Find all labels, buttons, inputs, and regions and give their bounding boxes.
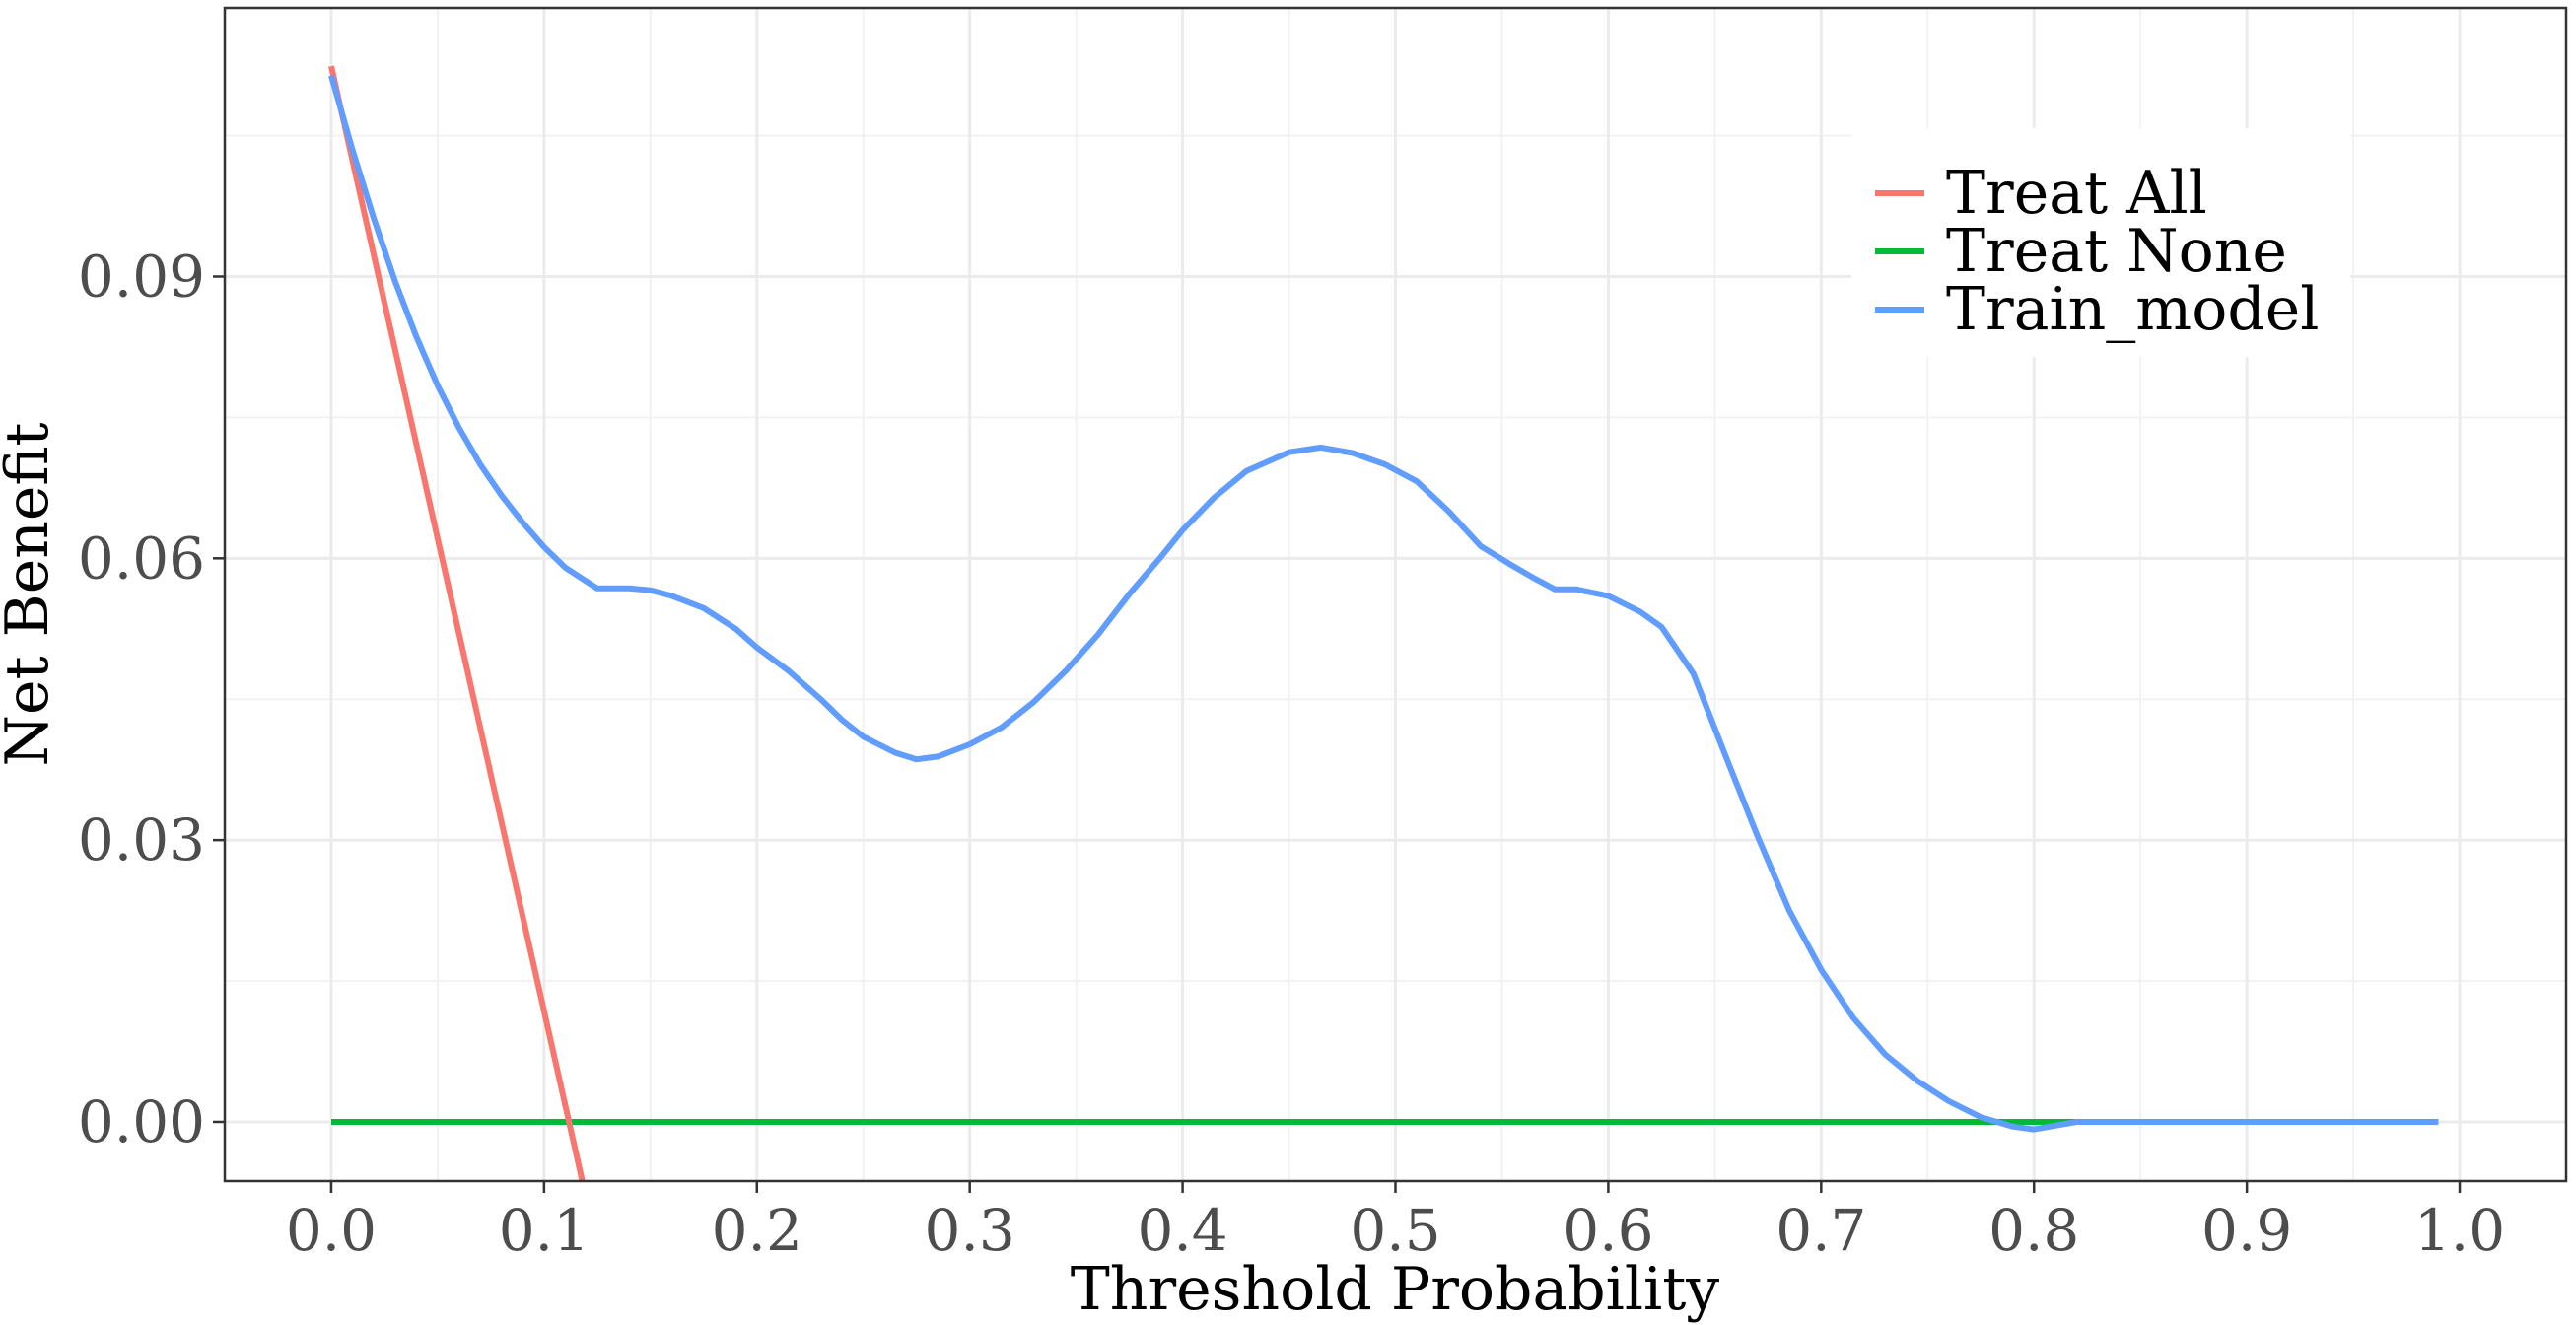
x-tick-label: 0.8: [1988, 1197, 2079, 1264]
y-axis-title: Net Benefit: [0, 422, 62, 766]
legend-label-treat-none: Treat None: [1946, 217, 2287, 286]
x-tick-label: 0.5: [1350, 1197, 1440, 1264]
x-tick-label: 0.7: [1775, 1197, 1866, 1264]
y-axis: 0.00 0.03 0.06 0.09: [78, 243, 225, 1155]
y-tick-label: 0.00: [78, 1088, 205, 1155]
y-tick-label: 0.03: [78, 806, 205, 873]
y-tick-label: 0.09: [78, 243, 205, 310]
x-tick-label: 0.0: [286, 1197, 377, 1264]
y-tick-label: 0.06: [78, 524, 205, 592]
x-tick-label: 0.3: [925, 1197, 1015, 1264]
x-tick-label: 0.6: [1563, 1197, 1653, 1264]
series-line-train-model: [328, 74, 2439, 1133]
x-tick-label: 0.1: [499, 1197, 590, 1264]
legend-label-treat-all: Treat All: [1946, 159, 2207, 228]
x-tick-label: 0.2: [712, 1197, 802, 1264]
series-lines: [328, 65, 2439, 1181]
x-tick-label: 0.4: [1137, 1197, 1227, 1264]
x-axis-title: Threshold Probability: [1071, 1255, 1720, 1324]
x-axis: 0.0 0.1 0.2 0.3 0.4 0.5 0.6 0.7 0.8 0.9 1.0: [286, 1181, 2505, 1264]
series-line-treat-all: [328, 65, 586, 1181]
legend-label-train-model: Train_model: [1946, 275, 2319, 344]
legend-background: [1851, 128, 2350, 357]
x-tick-label: 0.9: [2201, 1197, 2292, 1264]
x-tick-label: 1.0: [2414, 1197, 2505, 1264]
